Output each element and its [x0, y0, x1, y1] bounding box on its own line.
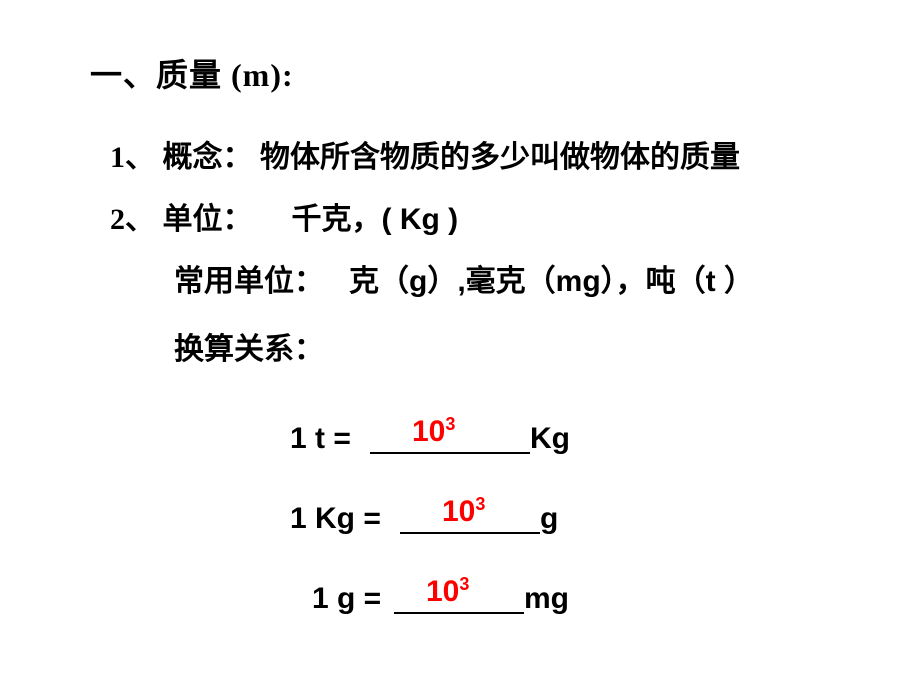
equation-row: 1 Kg = 103 g [90, 488, 920, 568]
item-2-label: 单位： [163, 203, 253, 236]
item-2-num: 2、 [110, 203, 155, 236]
common-units-label: 常用单位： [174, 265, 324, 298]
heading-mass: 一、质量 (m): [90, 50, 920, 96]
item-1-label: 概念： [163, 141, 253, 174]
common-units-text: 克（g）,毫克（mg），吨（t ） [349, 265, 754, 298]
equation-answer: 103 [426, 574, 469, 609]
item-1-num: 1、 [110, 141, 155, 174]
equation-answer: 103 [442, 494, 485, 529]
equations-block: 1 t = 103 Kg 1 Kg = 103 g 1 g = 103 mg [90, 408, 920, 648]
item-2-unit: 2、 单位： 千克，( Kg ) [110, 194, 920, 238]
slide: 一、质量 (m): 1、 概念： 物体所含物质的多少叫做物体的质量 2、 单位：… [0, 0, 920, 690]
item-1-text: 物体所含物质的多少叫做物体的质量 [260, 141, 740, 174]
common-units-line: 常用单位： 克（g）,毫克（mg），吨（t ） [174, 256, 920, 300]
equation-left: 1 t = [290, 422, 351, 456]
equation-row: 1 g = 103 mg [90, 568, 920, 648]
item-2-main-unit: 千克，( Kg ) [292, 203, 459, 236]
equation-left: 1 g = [312, 582, 381, 616]
blank-underline [394, 612, 524, 614]
item-1-concept: 1、 概念： 物体所含物质的多少叫做物体的质量 [110, 132, 920, 176]
equation-row: 1 t = 103 Kg [90, 408, 920, 488]
blank-underline [370, 452, 530, 454]
equation-left: 1 Kg = [290, 502, 381, 536]
equation-answer: 103 [412, 414, 455, 449]
equation-right: Kg [530, 422, 570, 456]
conversion-label: 换算关系： [174, 324, 920, 368]
blank-underline [400, 532, 540, 534]
equation-right: g [540, 502, 558, 536]
equation-right: mg [524, 582, 569, 616]
